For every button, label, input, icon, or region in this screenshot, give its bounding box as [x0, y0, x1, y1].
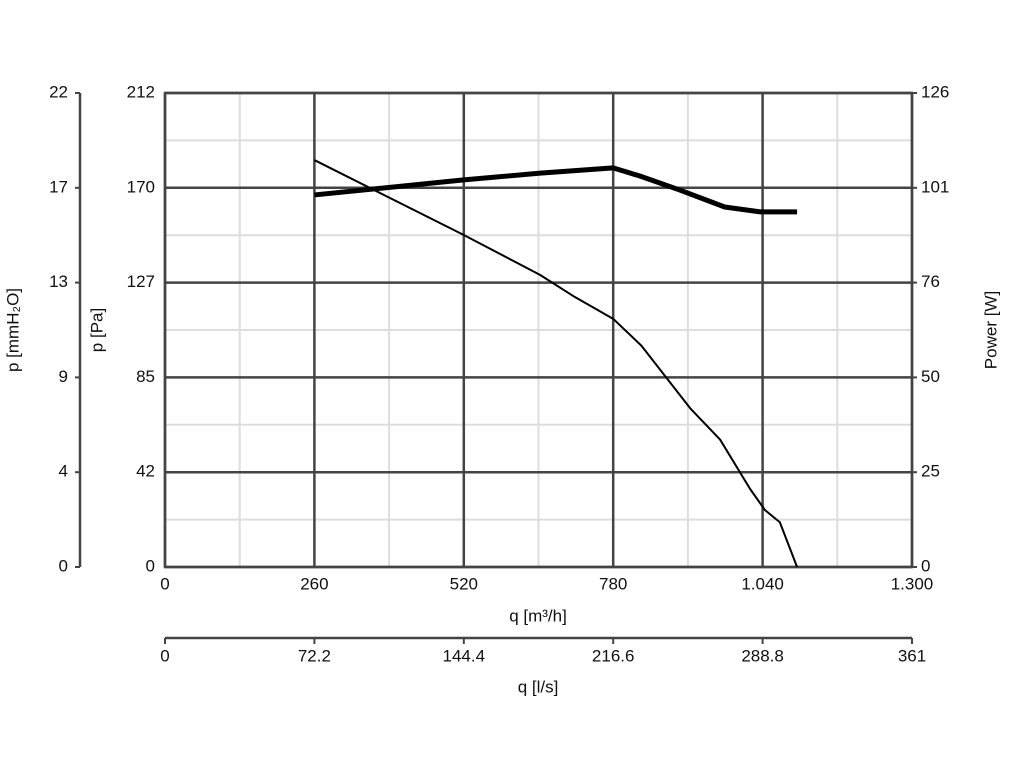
- y2-tick-label: 0: [921, 556, 930, 575]
- x-tick-label: 520: [450, 574, 478, 593]
- x2-tick-label: 216.6: [592, 646, 635, 665]
- x-tick-label: 260: [300, 574, 328, 593]
- x-axis-label: q [m³/h]: [509, 606, 567, 625]
- y2-tick-label: 50: [921, 367, 940, 386]
- y-outer-axis-label: p [mmH₂O]: [3, 288, 22, 372]
- y2-tick-label: 76: [921, 272, 940, 291]
- y-outer-tick-label: 22: [49, 82, 68, 101]
- y2-tick-label: 101: [921, 177, 949, 196]
- y-tick-label: 212: [127, 82, 155, 101]
- y-axis-label: p [Pa]: [87, 308, 106, 352]
- y2-axis-label: Power [W]: [981, 291, 1000, 369]
- y-outer-tick-label: 0: [59, 556, 68, 575]
- y-tick-label: 85: [136, 367, 155, 386]
- y-tick-label: 42: [136, 462, 155, 481]
- data-line: [314, 165, 798, 215]
- plot-frame: [163, 91, 914, 569]
- y-outer-tick-label: 13: [49, 272, 68, 291]
- y2-tick-label: 126: [921, 82, 949, 101]
- x-tick-label: 0: [160, 574, 169, 593]
- x2-tick-label: 72.2: [298, 646, 331, 665]
- x-tick-label: 1.300: [891, 574, 934, 593]
- y-outer-tick-label: 17: [49, 177, 68, 196]
- y-tick-label: 127: [127, 272, 155, 291]
- x2-tick-label: 144.4: [443, 646, 486, 665]
- x-tick-label: 1.040: [741, 574, 784, 593]
- x-tick-label: 780: [599, 574, 627, 593]
- data-line: [313, 159, 799, 568]
- x2-tick-label: 0: [160, 646, 169, 665]
- x2-tick-label: 288.8: [741, 646, 784, 665]
- y-tick-label: 170: [127, 177, 155, 196]
- x2-axis-label: q [l/s]: [518, 677, 559, 696]
- x2-tick-label: 361: [898, 646, 926, 665]
- y-outer-tick-label: 9: [59, 367, 68, 386]
- y-tick-label: 0: [146, 556, 155, 575]
- y2-tick-label: 25: [921, 462, 940, 481]
- y-outer-tick-label: 4: [59, 462, 68, 481]
